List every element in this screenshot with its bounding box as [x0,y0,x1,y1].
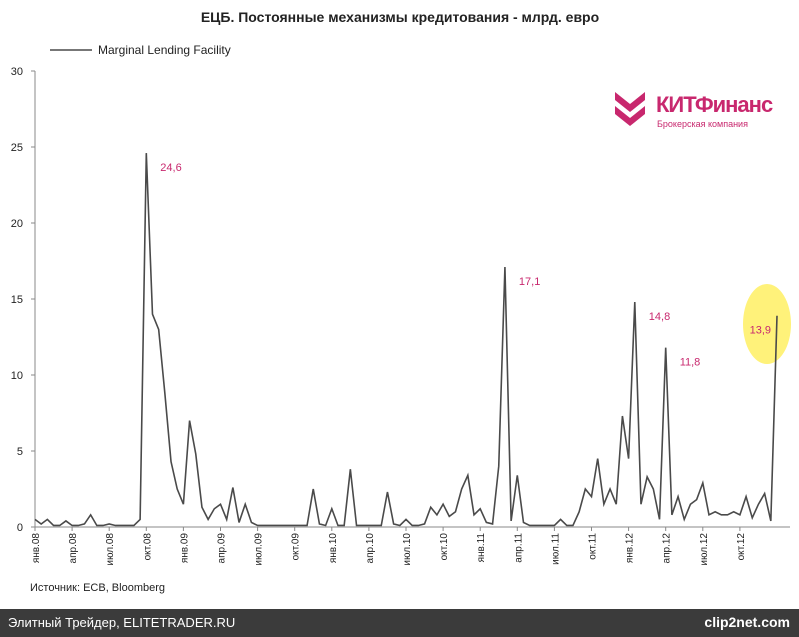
x-tick-label: апр.09 [217,533,228,564]
data-label: 14,8 [649,311,670,323]
x-tick-label: янв.11 [476,533,487,563]
logo-text: КИТФинанс [656,92,773,117]
series-line [34,153,778,527]
x-tick-label: янв.10 [328,533,339,564]
x-tick-label: июл.10 [402,533,413,566]
x-tick-label: июл.12 [699,533,710,566]
x-tick-label: апр.08 [68,533,79,564]
footer-right[interactable]: clip2net.com [704,614,790,630]
y-tick-label: 10 [11,370,23,382]
y-tick-label: 20 [11,218,23,230]
x-tick-label: окт.10 [439,533,450,561]
data-label: 17,1 [519,276,540,288]
highlight [743,284,791,364]
x-tick-label: янв.12 [625,533,636,564]
logo-icon [615,92,645,126]
y-tick-label: 5 [17,446,23,458]
x-tick-label: янв.08 [31,533,42,564]
source: Источник: ECB, Bloomberg [30,582,165,594]
data-label: 13,9 [750,325,771,337]
x-tick-label: окт.08 [142,533,153,561]
x-tick-label: янв.09 [179,533,190,564]
y-tick-label: 0 [17,522,23,534]
x-tick-label: апр.12 [662,533,673,564]
x-tick-label: апр.11 [513,533,524,563]
chart-title: ЕЦБ. Постоянные механизмы кредитования -… [201,9,599,25]
x-tick-label: июл.11 [550,533,561,565]
logo-subtitle: Брокерская компания [657,119,748,129]
x-tick-label: июл.09 [254,533,265,566]
y-tick-label: 15 [11,294,23,306]
y-tick-label: 30 [11,66,23,78]
logo: КИТФинанс Брокерская компания [615,92,774,129]
footer-bar [0,609,799,637]
y-tick-label: 25 [11,142,23,154]
footer-left: Элитный Трейдер, ELITETRADER.RU [8,615,235,630]
x-tick-label: окт.12 [736,533,747,561]
x-tick-label: окт.09 [291,533,302,561]
legend-label: Marginal Lending Facility [98,43,231,57]
x-tick-label: июл.08 [105,533,116,566]
x-tick-label: окт.11 [588,533,599,560]
data-label: 11,8 [680,357,701,369]
data-label: 24,6 [160,162,181,174]
x-tick-label: апр.10 [365,533,376,564]
